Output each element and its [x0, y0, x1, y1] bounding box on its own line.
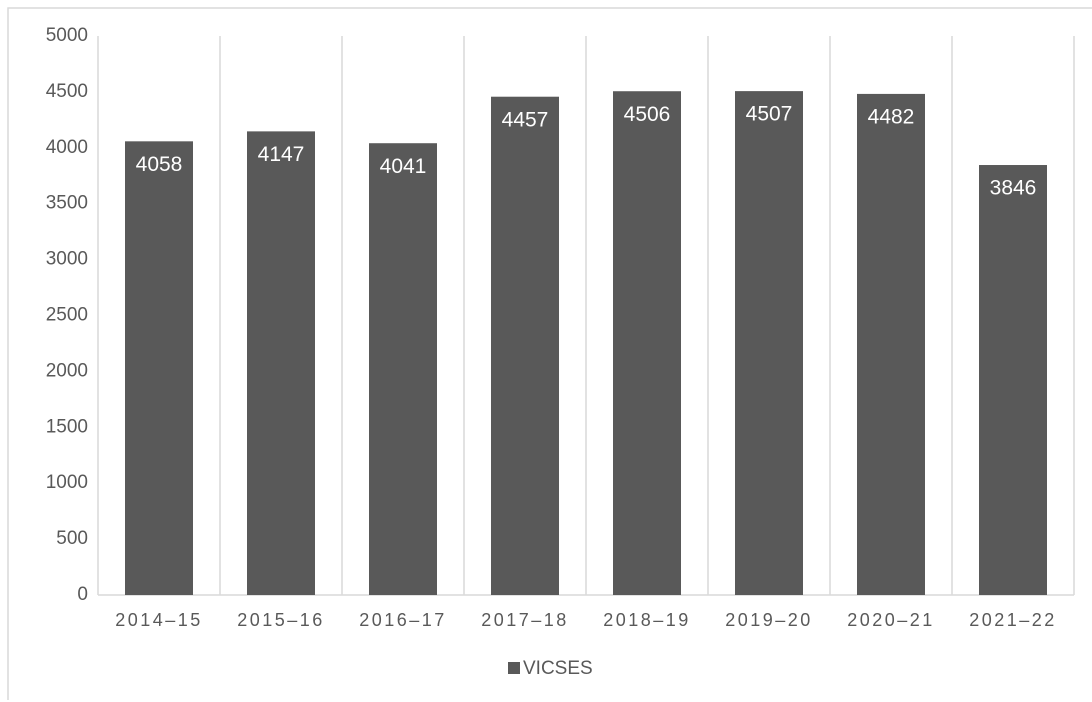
- y-tick-label: 2500: [46, 305, 88, 326]
- legend-label: VICSES: [523, 658, 593, 679]
- x-tick-label: 2019–20: [725, 610, 813, 630]
- data-label: 3846: [990, 177, 1037, 200]
- legend-swatch: [508, 662, 520, 674]
- bar: [247, 131, 315, 595]
- y-tick-label: 500: [56, 528, 88, 549]
- y-tick-label: 0: [77, 584, 88, 605]
- y-tick-label: 1500: [46, 416, 88, 437]
- bar: [857, 93, 925, 595]
- x-tick-label: 2016–17: [359, 610, 447, 630]
- bar: [735, 91, 803, 595]
- x-tick-label: 2015–16: [237, 610, 325, 630]
- y-tick-label: 4500: [46, 81, 88, 102]
- y-tick-label: 5000: [46, 25, 88, 46]
- data-label: 4058: [136, 153, 183, 176]
- data-label: 4147: [258, 143, 305, 166]
- y-tick-label: 4000: [46, 137, 88, 158]
- bar: [491, 96, 559, 595]
- bar: [125, 141, 193, 595]
- x-tick-label: 2020–21: [847, 610, 935, 630]
- x-tick-label: 2014–15: [115, 610, 203, 630]
- x-tick-label: 2018–19: [603, 610, 691, 630]
- data-label: 4457: [502, 108, 549, 131]
- data-label: 4506: [624, 103, 671, 126]
- bar: [613, 91, 681, 596]
- data-label: 4041: [380, 155, 427, 178]
- bar: [979, 165, 1047, 595]
- x-tick-label: 2021–22: [969, 610, 1057, 630]
- bar: [369, 143, 437, 596]
- y-tick-label: 1000: [46, 472, 88, 493]
- x-tick-label: 2017–18: [481, 610, 569, 630]
- y-tick-label: 3500: [46, 193, 88, 214]
- data-label: 4482: [868, 105, 915, 128]
- chart-border: [7, 7, 1092, 700]
- data-label: 4507: [746, 103, 793, 126]
- y-tick-label: 3000: [46, 249, 88, 270]
- y-tick-label: 2000: [46, 360, 88, 381]
